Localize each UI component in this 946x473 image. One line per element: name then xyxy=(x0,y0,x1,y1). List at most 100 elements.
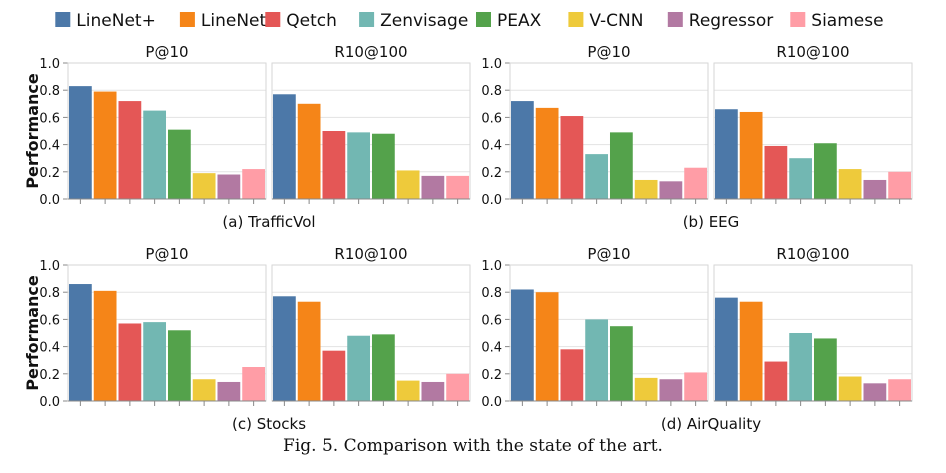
legend-swatch xyxy=(265,12,281,27)
bar xyxy=(446,373,470,401)
bar xyxy=(143,110,167,199)
bar xyxy=(347,132,371,199)
bar xyxy=(634,377,658,401)
y-tick-label: 0.6 xyxy=(481,313,502,328)
panel-title: P@10 xyxy=(587,43,630,61)
y-tick-label: 0.4 xyxy=(481,341,502,356)
bar xyxy=(272,94,296,199)
panel-title: P@10 xyxy=(587,245,630,263)
chart-panel: R10@100 xyxy=(271,43,471,204)
y-tick-label: 1.0 xyxy=(39,259,60,274)
bar xyxy=(659,181,683,199)
legend-item: Zenvisage xyxy=(359,11,468,31)
bar xyxy=(789,333,813,401)
bar xyxy=(192,379,216,401)
bar xyxy=(789,158,813,199)
subcaption: (c) Stocks xyxy=(232,415,306,433)
bar xyxy=(739,111,763,199)
y-tick-label: 1.0 xyxy=(481,57,502,72)
y-tick-label: 0.6 xyxy=(39,313,60,328)
chart-group: 0.0 0.2 0.4 0.6 0.8 1.0 P@10 R10@100 (b) EEG xyxy=(481,43,913,231)
bar xyxy=(863,383,887,401)
bar xyxy=(714,109,738,199)
bar xyxy=(421,381,445,401)
legend-swatch xyxy=(568,12,584,27)
bar xyxy=(585,319,609,401)
y-tick-label: 0.2 xyxy=(39,166,60,181)
panel-title: R10@100 xyxy=(776,43,849,61)
legend-swatch xyxy=(55,12,71,27)
y-tick-label: 0.2 xyxy=(481,368,502,383)
bar xyxy=(396,170,420,199)
bar xyxy=(217,381,241,401)
legend-swatch xyxy=(179,12,195,27)
bar xyxy=(118,101,142,199)
y-tick-label: 0.0 xyxy=(481,395,502,410)
legend-label: LineNet xyxy=(201,11,267,31)
legend-label: Siamese xyxy=(811,11,883,31)
bar xyxy=(659,379,683,401)
chart-panel: R10@100 xyxy=(271,245,471,406)
bar xyxy=(396,380,420,401)
bar xyxy=(585,154,609,199)
legend-label: Regressor xyxy=(689,11,773,31)
bar xyxy=(421,175,445,199)
legend-label: PEAX xyxy=(497,11,542,31)
bar xyxy=(609,132,633,199)
bar xyxy=(68,86,92,199)
chart-panel: P@10 xyxy=(509,43,709,204)
bar xyxy=(167,330,191,401)
legend-item: PEAX xyxy=(476,11,542,31)
legend-item: Siamese xyxy=(790,11,884,31)
legend-label: Qetch xyxy=(286,11,337,31)
chart-panel: R10@100 xyxy=(713,245,913,406)
bar xyxy=(813,143,837,199)
bar xyxy=(535,292,559,401)
chart-panel: R10@100 xyxy=(713,43,913,204)
chart-panel: P@10 xyxy=(509,245,709,406)
legend-item: V-CNN xyxy=(568,11,643,31)
chart-group: Performance 0.0 0.2 0.4 0.6 0.8 1.0 P@10 R10@100… xyxy=(23,245,471,433)
bar xyxy=(371,133,395,199)
bar xyxy=(217,174,241,199)
panel-title: R10@100 xyxy=(334,245,407,263)
subcaption: (a) TrafficVol xyxy=(222,213,315,231)
panel-title: P@10 xyxy=(145,43,188,61)
bar xyxy=(118,323,142,401)
y-tick-label: 0.8 xyxy=(481,84,502,99)
y-tick-label: 0.6 xyxy=(481,111,502,126)
bar xyxy=(888,379,912,401)
y-tick-label: 1.0 xyxy=(481,259,502,274)
bar xyxy=(297,103,321,199)
bar xyxy=(764,145,788,199)
bar xyxy=(242,367,266,401)
y-tick-label: 0.8 xyxy=(481,286,502,301)
chart-panel: P@10 xyxy=(67,245,267,406)
chart-group: 0.0 0.2 0.4 0.6 0.8 1.0 P@10 R10@100 (d) AirQual… xyxy=(481,245,913,433)
bar xyxy=(764,361,788,401)
bar xyxy=(167,129,191,199)
y-tick-label: 0.4 xyxy=(39,341,60,356)
y-tick-label: 0.2 xyxy=(39,368,60,383)
chart-group: Performance 0.0 0.2 0.4 0.6 0.8 1.0 P@10 R10@100… xyxy=(23,43,471,231)
y-tick-label: 1.0 xyxy=(39,57,60,72)
panel-title: P@10 xyxy=(145,245,188,263)
bar xyxy=(510,101,534,199)
y-tick-label: 0.2 xyxy=(481,166,502,181)
legend-item: LineNet xyxy=(179,11,267,31)
legend-swatch xyxy=(667,12,683,27)
bar xyxy=(93,91,117,199)
legend-swatch xyxy=(359,12,375,27)
bar xyxy=(242,169,266,199)
y-tick-label: 0.0 xyxy=(39,395,60,410)
y-axis-label: Performance xyxy=(23,73,42,189)
panel-title: R10@100 xyxy=(776,245,849,263)
bar xyxy=(838,376,862,401)
y-tick-label: 0.8 xyxy=(39,84,60,99)
bar xyxy=(446,175,470,199)
y-tick-label: 0.0 xyxy=(39,193,60,208)
bar xyxy=(192,173,216,199)
bar xyxy=(560,349,584,401)
bar xyxy=(297,301,321,401)
bar xyxy=(535,107,559,199)
